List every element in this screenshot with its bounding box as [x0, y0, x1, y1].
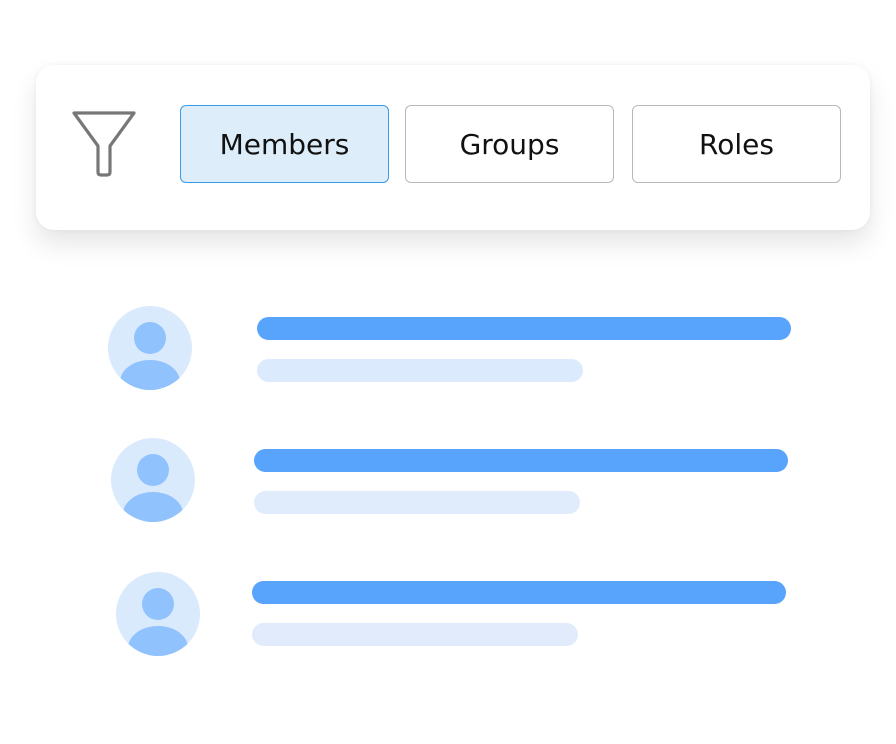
- button-label: Roles: [699, 127, 774, 161]
- detail-placeholder: [254, 491, 580, 514]
- user-icon: [108, 306, 192, 390]
- name-placeholder: [257, 317, 791, 340]
- list-item[interactable]: [0, 0, 896, 390]
- list-item[interactable]: [0, 0, 896, 656]
- detail-placeholder: [252, 623, 578, 646]
- user-icon: [111, 438, 195, 522]
- button-label: Groups: [459, 127, 560, 161]
- name-placeholder: [254, 449, 788, 472]
- detail-placeholder: [257, 359, 583, 382]
- list-item[interactable]: [0, 0, 896, 522]
- name-placeholder: [252, 581, 786, 604]
- funnel-icon[interactable]: [70, 108, 138, 178]
- filter-groups-button[interactable]: Groups: [405, 105, 614, 183]
- filter-roles-button[interactable]: Roles: [632, 105, 841, 183]
- button-label: Members: [219, 127, 350, 161]
- filter-members-button[interactable]: Members: [180, 105, 389, 183]
- user-icon: [116, 572, 200, 656]
